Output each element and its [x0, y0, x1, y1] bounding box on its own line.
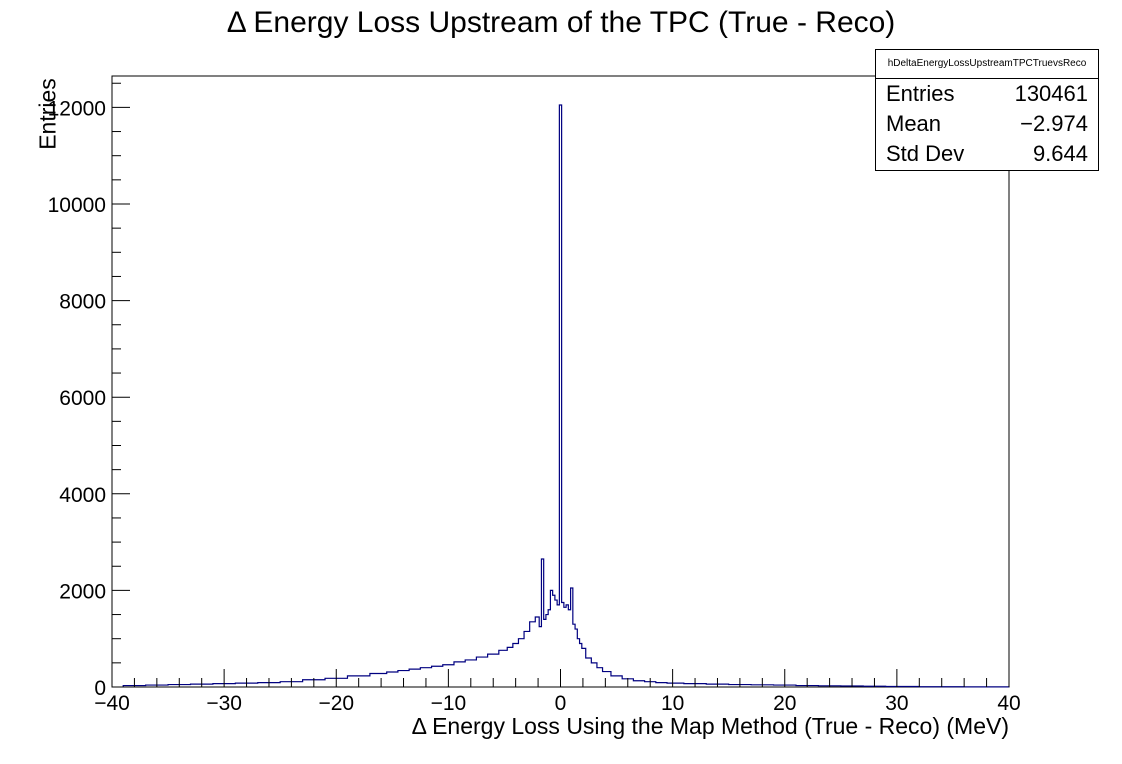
- x-axis: −40 −30 −20 −10 0 10 20 30 40: [94, 669, 1021, 715]
- y-tick-label: 0: [94, 677, 106, 700]
- y-axis-label: Entries: [34, 78, 61, 150]
- histogram-bin: [582, 648, 586, 687]
- histogram-bin: [667, 683, 684, 687]
- histogram-bin: [546, 615, 548, 687]
- histogram-bin: [571, 588, 573, 687]
- histogram-bin: [499, 650, 507, 687]
- y-tick-label: 12000: [48, 97, 106, 120]
- y-tick-label: 8000: [59, 291, 106, 314]
- stats-stddev-row: Std Dev 9.644: [876, 139, 1098, 169]
- x-axis-label: Δ Energy Loss Using the Map Method (True…: [411, 713, 1009, 739]
- stats-box: hDeltaEnergyLossUpstreamTPCTruevsReco En…: [875, 49, 1099, 171]
- histogram-bin: [557, 605, 559, 687]
- histogram-bin: [548, 610, 550, 687]
- x-tick-label: −20: [318, 692, 354, 715]
- histogram-bin: [562, 602, 564, 687]
- histogram-bin: [387, 672, 398, 687]
- histogram-bin: [656, 683, 667, 687]
- histogram-bin: [564, 607, 566, 687]
- histogram-step-line: [122, 104, 1010, 688]
- x-tick-label: 30: [885, 692, 908, 715]
- histogram-bin: [541, 559, 543, 687]
- histogram-bin: [559, 105, 561, 687]
- histogram-bin: [577, 639, 579, 687]
- histogram-bin: [550, 590, 552, 687]
- y-tick-label: 10000: [48, 194, 106, 217]
- histogram-bin: [611, 676, 622, 687]
- histogram-bin: [597, 668, 603, 687]
- histogram-bin: [555, 600, 557, 687]
- stats-mean-row: Mean −2.974: [876, 109, 1098, 139]
- x-tick-label: −40: [94, 692, 130, 715]
- histogram-bin: [603, 672, 611, 687]
- y-tick-label: 4000: [59, 484, 106, 507]
- stats-histogram-name: hDeltaEnergyLossUpstreamTPCTruevsReco: [876, 50, 1098, 79]
- x-tick-label: −30: [206, 692, 242, 715]
- chart-title: Δ Energy Loss Upstream of the TPC (True …: [226, 6, 896, 39]
- histogram-bin: [568, 610, 570, 687]
- x-tick-label: 40: [997, 692, 1020, 715]
- histogram-bin: [591, 663, 597, 687]
- histogram-series: [122, 104, 1010, 688]
- histogram-bin: [409, 669, 420, 687]
- x-tick-label: 10: [661, 692, 684, 715]
- stats-stddev-label: Std Dev: [886, 141, 965, 166]
- histogram-bin: [524, 631, 530, 687]
- histogram-bin: [580, 644, 582, 687]
- x-tick-label: −10: [431, 692, 467, 715]
- histogram-bin: [633, 681, 644, 687]
- histogram-bin: [530, 622, 536, 687]
- histogram-bin: [535, 617, 539, 687]
- histogram-bin: [432, 666, 443, 687]
- y-tick-label: 2000: [59, 580, 106, 603]
- stats-mean-label: Mean: [886, 111, 942, 136]
- histogram-bin: [518, 639, 524, 687]
- histogram-bin: [553, 595, 555, 687]
- stats-stddev-value: 9.644: [1032, 141, 1088, 166]
- histogram-bin: [370, 673, 387, 687]
- histogram-bin: [454, 662, 465, 687]
- stats-entries-row: Entries 130461: [876, 79, 1098, 109]
- histogram-bin: [575, 629, 577, 687]
- x-tick-label: 0: [555, 692, 567, 715]
- histogram-bin: [566, 605, 568, 687]
- histogram-bin: [544, 619, 546, 687]
- histogram-bin: [476, 657, 487, 687]
- y-axis: 0 2000 4000 6000 8000 10000 12000: [48, 82, 130, 700]
- y-tick-label: 6000: [59, 387, 106, 410]
- histogram-bin: [539, 627, 541, 687]
- histogram-bin: [507, 647, 513, 687]
- stats-entries-label: Entries: [886, 81, 955, 106]
- stats-mean-value: −2.974: [1020, 111, 1088, 136]
- x-tick-label: 20: [773, 692, 796, 715]
- histogram-bin: [586, 658, 592, 687]
- histogram-bin: [573, 624, 575, 687]
- stats-entries-value: 130461: [1014, 81, 1088, 106]
